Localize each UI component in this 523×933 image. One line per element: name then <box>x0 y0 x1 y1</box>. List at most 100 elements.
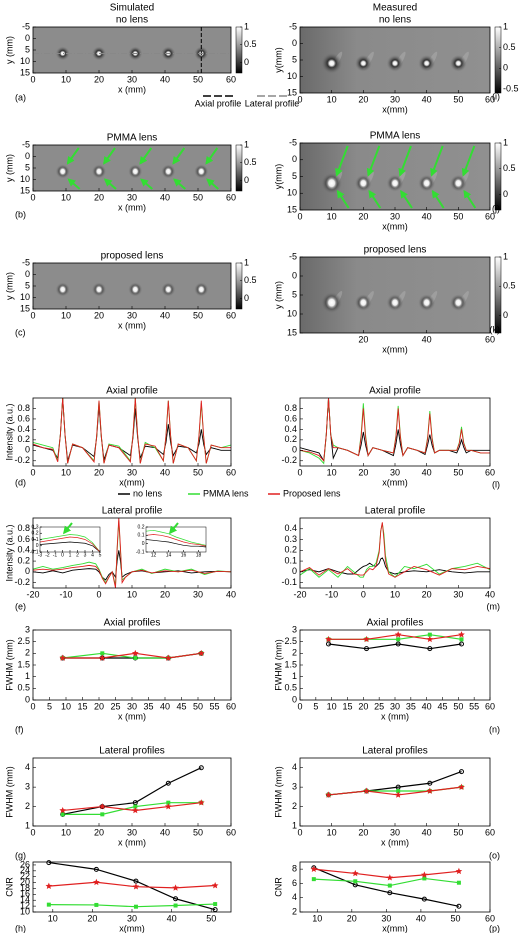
source-blob <box>325 176 338 190</box>
x-tick-label: 0 <box>297 701 302 711</box>
x-tick-label: 50 <box>193 701 203 711</box>
x-tick-label: 35 <box>143 701 153 711</box>
series-line <box>328 634 462 640</box>
x-tick-label: 3 <box>84 552 87 558</box>
marker <box>364 646 369 652</box>
y-tick-label: 0 <box>25 445 30 455</box>
arrow <box>336 189 350 209</box>
y-tick-label: 2 <box>292 906 297 916</box>
colorbar-tick-label: 0 <box>244 57 249 67</box>
x-tick-label: 50 <box>453 827 463 837</box>
y-tick-label: 15 <box>20 67 30 77</box>
plot-area <box>300 398 490 465</box>
x-tick-label: 10 <box>48 913 58 923</box>
marker <box>165 780 171 786</box>
series-line <box>33 518 231 588</box>
x-tick-label: 40 <box>160 701 170 711</box>
x-tick-label: 10 <box>327 211 337 221</box>
marker <box>325 635 332 643</box>
arrow <box>67 178 81 190</box>
colorbar-tick-label: 0 <box>244 175 249 185</box>
x-tick-label: 60 <box>226 74 236 84</box>
y-tick-label: 0.3 <box>32 524 39 530</box>
y-tick-label: 10 <box>20 174 30 184</box>
marker <box>197 649 205 657</box>
y-tick-label: 0.4 <box>17 545 30 555</box>
marker <box>396 637 401 642</box>
marker <box>93 866 99 872</box>
colorbar-tick-label: 0.5 <box>244 275 257 285</box>
arrow <box>169 522 179 535</box>
marker <box>45 882 53 889</box>
x-tick-label: 40 <box>422 467 432 477</box>
chart-title: proposed lens <box>364 245 427 256</box>
y-axis-label: FWHM (mm) <box>4 766 14 817</box>
x-tick-label: 0 <box>30 310 35 320</box>
x-tick-label: 60 <box>226 467 236 477</box>
marker <box>213 902 218 907</box>
y-tick-label: 16 <box>20 889 30 899</box>
x-tick-label: 5 <box>47 701 52 711</box>
source-blob <box>325 295 338 310</box>
x-tick-label: 50 <box>193 192 203 202</box>
series-line <box>33 398 231 464</box>
x-tick-label: 25 <box>374 701 384 711</box>
arrow <box>398 145 412 177</box>
x-tick-label: -1 <box>53 552 58 558</box>
y-tick-label: 0 <box>292 154 297 164</box>
x-tick-label: 20 <box>358 467 368 477</box>
y-tick-label: 26 <box>20 859 30 869</box>
arrow <box>335 145 349 177</box>
x-tick-label: 30 <box>390 827 400 837</box>
y-tick-label: 3 <box>292 782 297 792</box>
x-tick-label: 0 <box>30 467 35 477</box>
y-tick-label: 10 <box>20 56 30 66</box>
marker <box>458 783 465 790</box>
x-tick-label: 40 <box>422 334 432 344</box>
y-axis-label: y (mm) <box>4 272 14 300</box>
x-tick-label: 50 <box>193 310 203 320</box>
x-tick-label: -20 <box>26 589 39 599</box>
x-tick-label: 10 <box>327 94 337 104</box>
x-tick-label: 60 <box>485 701 495 711</box>
y-axis-label: CNR <box>4 877 14 897</box>
panel-label: (k) <box>490 324 501 334</box>
x-tick-label: 10 <box>327 827 337 837</box>
x-tick-label: 40 <box>422 701 432 711</box>
y-tick-label: 0.6 <box>17 413 30 423</box>
marker <box>310 865 318 872</box>
marker <box>173 903 178 908</box>
x-tick-label: 10 <box>127 589 137 599</box>
chart-title: Axial profiles <box>367 618 424 629</box>
y-tick-label: 2 <box>292 648 297 658</box>
chart-title: Axial profile <box>369 386 421 397</box>
y-tick-label: 0.8 <box>284 403 297 413</box>
arrow <box>103 147 116 165</box>
y-tick-label: 5 <box>25 280 30 290</box>
x-tick-label: 40 <box>160 467 170 477</box>
y-axis-label: y(mm) <box>273 164 283 190</box>
x-tick-label: -2 <box>45 552 50 558</box>
source-blob <box>390 297 400 308</box>
marker <box>459 769 464 775</box>
arrow <box>66 147 80 165</box>
y-axis-label: y(mm) <box>273 47 283 73</box>
x-tick-label: 10 <box>61 310 71 320</box>
x-tick-label: 60 <box>485 467 495 477</box>
x-tick-label: 0 <box>96 589 101 599</box>
chart-title: proposed lens <box>101 251 164 262</box>
plot-area <box>62 767 202 815</box>
x-tick-label: 15 <box>77 701 87 711</box>
y-tick-label: 0.2 <box>32 531 39 537</box>
x-tick-label: -20 <box>293 589 306 599</box>
x-axis-label: x (mm) <box>118 837 146 847</box>
x-tick-label: 12 <box>151 552 157 558</box>
y-tick-label: 0 <box>292 38 297 48</box>
x-tick-label: 16 <box>181 552 187 558</box>
y-tick-label: 4 <box>292 762 297 772</box>
x-tick-label: 50 <box>206 913 216 923</box>
x-tick-label: 5 <box>313 701 318 711</box>
x-tick-label: 50 <box>453 701 463 711</box>
x-tick-label: 30 <box>390 701 400 711</box>
series-line <box>313 867 460 907</box>
